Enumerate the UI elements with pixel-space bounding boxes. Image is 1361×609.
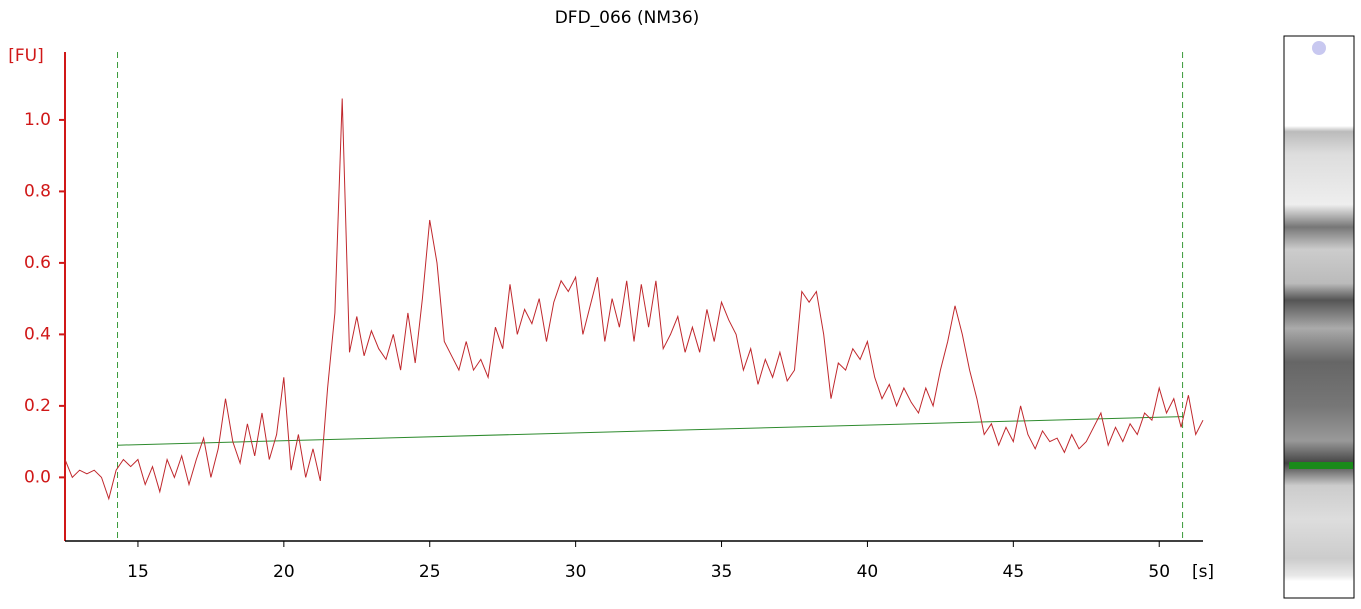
x-tick-label: 40 bbox=[857, 562, 879, 582]
x-tick-label: 20 bbox=[273, 562, 295, 582]
x-tick-label: 50 bbox=[1148, 562, 1170, 582]
x-axis-label: [s] bbox=[1192, 562, 1214, 582]
y-tick-label: 0.6 bbox=[24, 253, 51, 273]
y-tick-label: 0.4 bbox=[24, 324, 51, 344]
chart-title: DFD_066 (NM36) bbox=[555, 8, 700, 28]
x-tick-label: 15 bbox=[127, 562, 149, 582]
x-tick-label: 30 bbox=[565, 562, 587, 582]
x-tick-label: 25 bbox=[419, 562, 441, 582]
y-tick-label: 1.0 bbox=[24, 110, 51, 130]
lane-frame bbox=[1283, 35, 1355, 599]
y-axis-label: [FU] bbox=[8, 46, 44, 66]
y-tick-label: 0.0 bbox=[24, 467, 51, 487]
x-tick-label: 35 bbox=[711, 562, 733, 582]
y-tick-label: 0.8 bbox=[24, 181, 51, 201]
gel-lane bbox=[1283, 35, 1355, 599]
x-tick-label: 45 bbox=[1003, 562, 1025, 582]
lane-marker-band bbox=[1289, 462, 1353, 469]
lane-dot bbox=[1312, 41, 1326, 55]
trace-line bbox=[64, 98, 1204, 501]
y-tick-label: 0.2 bbox=[24, 396, 51, 416]
baseline bbox=[117, 416, 1183, 446]
